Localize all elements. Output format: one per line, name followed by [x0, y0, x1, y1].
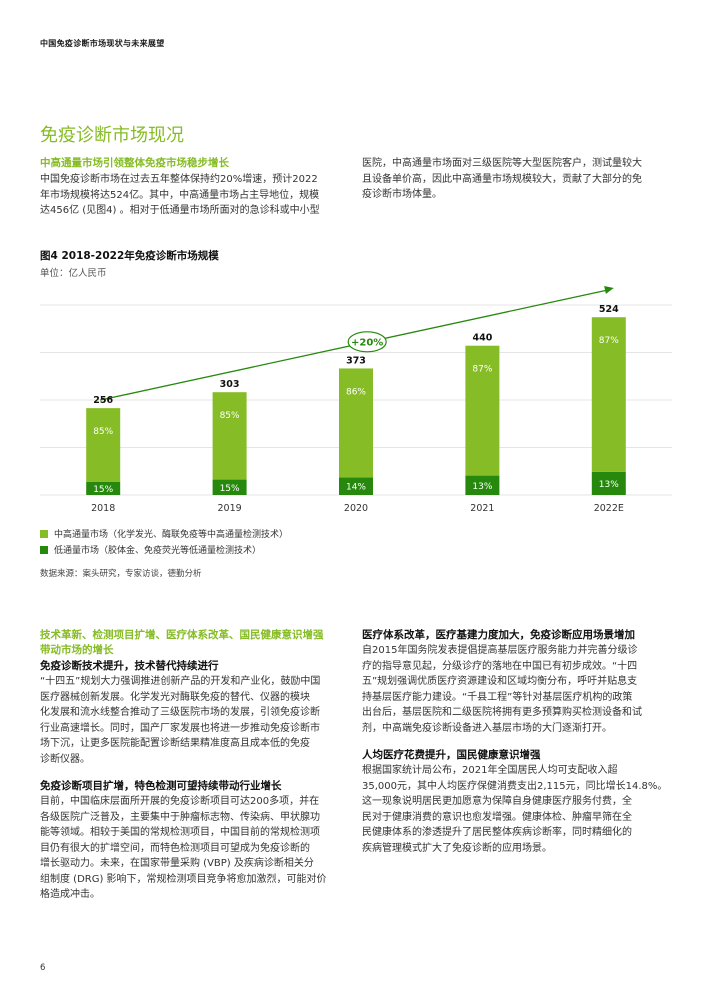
figure-unit: 单位：亿人民币: [40, 268, 107, 279]
chart-labels: 256 85% 15% 2018 303 85% 15% 2019 373 86% 14% 2020 4…: [91, 304, 624, 514]
bar-low-throughput: [86, 481, 121, 495]
bar-high-throughput: [339, 368, 373, 478]
bar-high-throughput: [212, 392, 247, 480]
bar-share-label-low: 14%: [346, 483, 366, 493]
text-line: 出台后，基层医院和二级医院将拥有更多预算购买检测设备和试: [362, 707, 642, 718]
bar-total-label: 373: [346, 355, 366, 366]
text-line: 增长驱动力。未来，在国家带量采购 (VBP) 及疾病诊断相关分: [40, 858, 314, 869]
chart-bars: [86, 317, 626, 495]
x-tick-label: 2019: [218, 503, 242, 514]
right-paragraph-1: 自2015年国务院发表提倡提高基层医疗服务能力并完善分级诊 疗的指导意见起，分级…: [362, 643, 677, 736]
bar-total-label: 524: [599, 304, 619, 315]
legend-swatch: [40, 545, 48, 554]
right-subheading-1: 医疗体系改革，医疗基建力度加大，免疫诊断应用场景增加: [362, 629, 635, 641]
x-tick-label: 2018: [91, 503, 115, 514]
text-line: 民健康体系的渗透提升了居民整体疾病诊断率，同时精细化的: [362, 827, 632, 838]
text-line: 年市场规模将达524亿。其中，中高通量市场占主导地位，规模: [40, 189, 320, 201]
x-tick-label: 2022E: [594, 503, 624, 514]
left-paragraph-2: 目前，中国临床层面所开展的免疫诊断项目可达200多项，并在 各级医院广泛普及，主…: [40, 794, 355, 903]
bar-share-label-low: 15%: [220, 484, 240, 494]
bar-share-label-high: 85%: [93, 427, 113, 437]
growth-badge-label: +20%: [351, 337, 383, 348]
left-column: 技术革新、检测项目扩增、医疗体系改革、国民健康意识增强 带动市场的增长 免疫诊断…: [40, 628, 355, 903]
heading-line: 技术革新、检测项目扩增、医疗体系改革、国民健康意识增强: [40, 629, 324, 641]
bar-share-label-low: 15%: [93, 485, 113, 495]
growth-badge: [347, 331, 387, 353]
text-line: 目仍有很大的扩增空间，而特色检测项目可望成为免疫诊断的: [40, 842, 310, 854]
text-line: 化发展和流水线整合推动了三级医院市场的发展，引领免疫诊断: [40, 707, 320, 718]
text-line: “十四五”规划大力强调推进创新产品的开发和产业化，鼓励中国: [40, 676, 321, 687]
legend-label: 低通量市场（胶体金、免疫荧光等低通量检测技术）: [54, 546, 262, 556]
bar-share-label-high: 85%: [220, 411, 240, 421]
text-line: 行业高速增长。同时，国产厂家发展也将进一步推动免疫诊断市: [40, 722, 320, 734]
x-tick-label: 2021: [470, 503, 494, 514]
text-line: 医院，中高通量市场面对三级医院等大型医院客户，测试量较大: [362, 158, 642, 169]
left-heading: 技术革新、检测项目扩增、医疗体系改革、国民健康意识增强 带动市场的增长: [40, 628, 355, 658]
bar-high-throughput: [465, 345, 500, 476]
text-line: 根据国家统计局公布，2021年全国居民人均可支配收入超: [362, 765, 618, 776]
bar-share-label-low: 13%: [599, 480, 619, 490]
text-line: 场下沉，让更多医院能配置诊断结果精准度高且成本低的免疫: [40, 738, 310, 749]
bar-total-label: 303: [220, 379, 240, 390]
bar-low-throughput: [465, 475, 500, 495]
right-paragraph-2: 根据国家统计局公布，2021年全国居民人均可支配收入超 35,000元，其中人均…: [362, 763, 677, 856]
intro-right-text: 医院，中高通量市场面对三级医院等大型医院客户，测试量较大 且设备单价高，因此中高…: [362, 156, 672, 203]
text-line: 这一现象说明居民更加愿意为保障自身健康医疗服务付费，全: [362, 796, 632, 807]
bar-total-label: 256: [93, 395, 113, 406]
right-column: 医疗体系改革，医疗基建力度加大，免疫诊断应用场景增加 自2015年国务院发表提倡…: [362, 628, 677, 856]
left-subheading-1: 免疫诊断技术提升，技术替代持续进行: [40, 660, 219, 672]
text-line: 能等领域。相较于美国的常规检测项目，中国目前的常规检测项: [40, 827, 320, 838]
text-line: 自2015年国务院发表提倡提高基层医疗服务能力并完善分级诊: [362, 645, 638, 656]
bar-low-throughput: [591, 471, 626, 495]
text-line: 持基层医疗能力建设。“千县工程”等针对基层医疗机构的政策: [362, 691, 633, 703]
text-line: 疗的指导意见起，分级诊疗的落地在中国已有初步成效。“十四: [362, 660, 638, 672]
right-subheading-2: 人均医疗花费提升，国民健康意识增强: [362, 749, 541, 761]
left-paragraph-1: “十四五”规划大力强调推进创新产品的开发和产业化，鼓励中国 医疗器械创新发展。化…: [40, 674, 355, 767]
text-line: 诊断仪器。: [40, 753, 90, 765]
intro-left-text: 中国免疫诊断市场在过去五年整体保持约20%增速，预计2022 年市场规模将达52…: [40, 172, 350, 219]
bar-share-label-high: 87%: [599, 336, 619, 346]
text-line: 各级医院广泛普及，主要集中于肿瘤标志物、传染病、甲状腺功: [40, 811, 320, 823]
text-line: 且设备单价高，因此中高通量市场规模较大，贡献了大部分的免: [362, 173, 642, 185]
figure-title: 图4 2018-2022年免疫诊断市场规模: [40, 250, 219, 262]
running-header: 中国免疫诊断市场现状与未来展望: [40, 39, 165, 48]
text-line: 剂，中高端免疫诊断设备进入基层市场的大门逐渐打开。: [362, 722, 612, 734]
bar-total-label: 440: [472, 333, 492, 344]
bar-share-label-low: 13%: [472, 482, 492, 492]
text-line: 民对于健康消费的意识也愈发增强。健康体检、肿瘤早筛在全: [362, 811, 632, 823]
heading-line: 带动市场的增长: [40, 644, 114, 656]
text-line: 中国免疫诊断市场在过去五年整体保持约20%增速，预计2022: [40, 174, 318, 185]
left-subheading-2: 免疫诊断项目扩增，特色检测可望持续带动行业增长: [40, 780, 282, 792]
page-number: 6: [40, 963, 46, 973]
text-line: 35,000元，其中人均医疗保健消费支出2,115元，同比增长14.8%。: [362, 780, 668, 792]
data-source: 数据来源：案头研究，专家访谈，德勤分析: [40, 569, 202, 579]
section-title: 免疫诊断市场现况: [40, 125, 184, 146]
legend-swatch: [40, 529, 48, 538]
x-tick-label: 2020: [344, 503, 368, 514]
growth-arrow: +20%: [99, 286, 614, 401]
legend-item-high-throughput: 中高通量市场（化学发光、酶联免疫等中高通量检测技术）: [40, 527, 288, 540]
bar-share-label-high: 86%: [346, 387, 366, 397]
text-line: 疾病管理模式扩大了免疫诊断的应用场景。: [362, 842, 552, 854]
text-line: 疫诊断市场体量。: [362, 189, 442, 200]
text-line: 目前，中国临床层面所开展的免疫诊断项目可达200多项，并在: [40, 796, 320, 807]
bar-share-label-high: 87%: [472, 365, 492, 375]
text-line: 五”规划强调优质医疗资源建设和区域均衡分布，呼吁并贴息支: [362, 676, 638, 687]
legend-label: 中高通量市场（化学发光、酶联免疫等中高通量检测技术）: [54, 530, 289, 540]
bar-high-throughput: [591, 317, 626, 472]
growth-arrow-head: [604, 286, 614, 294]
bar-low-throughput: [339, 477, 373, 495]
text-line: 组制度 (DRG) 影响下，常规检测项目竞争将愈加激烈，可能对价: [40, 873, 327, 885]
text-line: 医疗器械创新发展。化学发光对酶联免疫的替代、仪器的模块: [40, 691, 310, 703]
bar-high-throughput: [86, 408, 121, 482]
market-size-chart: +20% 256 85% 15% 2018 303 85% 15% 2019 373 86% 14%…: [40, 286, 672, 514]
legend-item-low-throughput: 低通量市场（胶体金、免疫荧光等低通量检测技术）: [40, 543, 261, 556]
bar-low-throughput: [212, 479, 247, 495]
text-line: 格造成冲击。: [40, 889, 100, 900]
intro-heading: 中高通量市场引领整体免疫市场稳步增长: [40, 157, 229, 169]
text-line: 达456亿 (见图4) 。相对于低通量市场所面对的急诊科或中小型: [40, 205, 320, 216]
